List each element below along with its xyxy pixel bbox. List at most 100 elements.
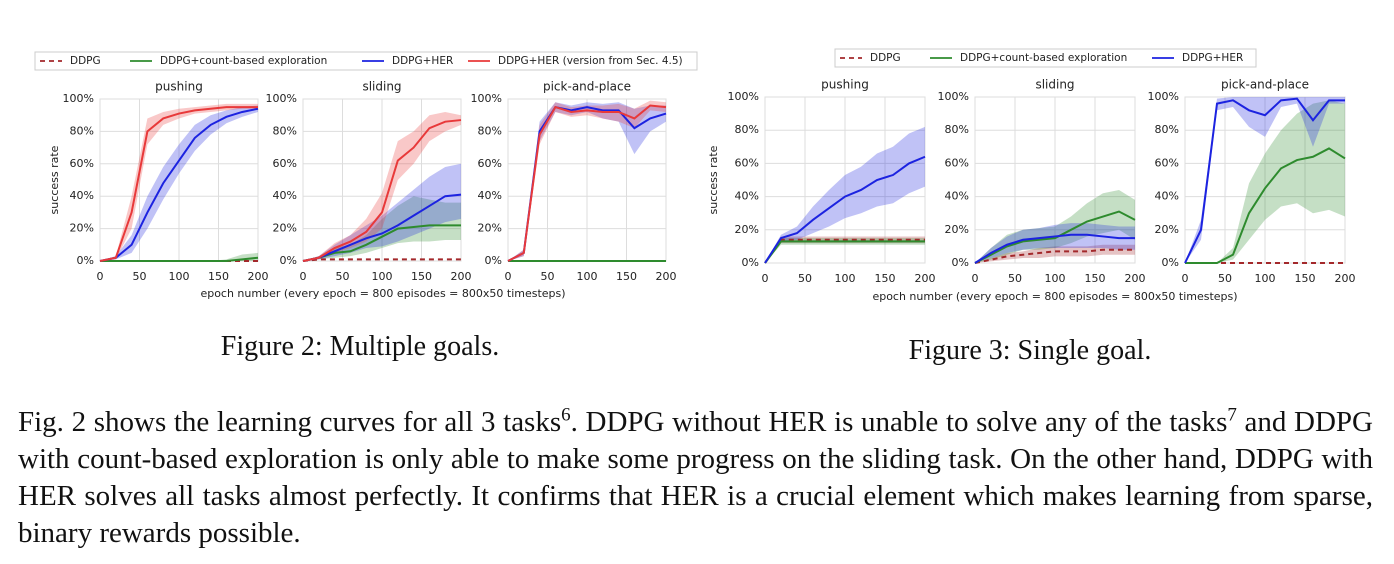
paragraph: Fig. 2 shows the learning curves for all…: [18, 404, 1373, 552]
confidence-band: [1185, 100, 1345, 263]
confidence-band: [303, 163, 461, 261]
confidence-band: [1185, 97, 1345, 263]
series-line: [1184, 97, 1345, 264]
series-line: [764, 155, 926, 264]
y-tick-label: 60%: [70, 157, 94, 170]
x-tick-label: 50: [541, 270, 555, 283]
figures: DDPG DDPG+count-based exploration DDPG+HER…: [34, 48, 1356, 303]
y-tick-label: 0%: [952, 256, 969, 269]
y-tick-label: 100%: [63, 92, 94, 105]
confidence-band: [765, 126, 925, 263]
y-tick-label: 40%: [735, 190, 759, 203]
x-tick-label: 200: [248, 270, 269, 283]
confidence-band: [765, 238, 925, 263]
y-tick-label: 80%: [1155, 123, 1179, 136]
x-tick-label: 200: [1125, 272, 1146, 285]
x-tick-label: 0: [972, 272, 979, 285]
y-axis-label: success rate: [48, 145, 61, 214]
legend-label: DDPG+HER (version from Sec. 4.5): [498, 55, 683, 67]
legend-box: [834, 48, 1257, 68]
y-tick-label: 60%: [945, 156, 969, 169]
y-tick-label: 40%: [1155, 190, 1179, 203]
x-tick-label: 200: [1335, 272, 1356, 285]
x-tick-label: 200: [451, 270, 472, 283]
y-axis-label: success rate: [707, 145, 720, 214]
x-tick-label: 0: [762, 272, 769, 285]
series-line: [974, 233, 1135, 264]
y-tick-label: 0%: [280, 254, 297, 267]
y-tick-label: 0%: [1162, 256, 1179, 269]
series-line: [99, 107, 259, 262]
x-tick-label: 0: [97, 270, 104, 283]
y-tick-label: 60%: [1155, 156, 1179, 169]
confidence-band: [765, 236, 925, 263]
legend-label: DDPG+count-based exploration: [960, 52, 1127, 64]
y-tick-label: 100%: [471, 92, 502, 105]
x-tick-label: 0: [505, 270, 512, 283]
y-tick-label: 40%: [70, 189, 94, 202]
y-tick-label: 0%: [485, 254, 502, 267]
footnote-ref: 7: [1227, 404, 1237, 426]
confidence-band: [975, 244, 1135, 263]
y-tick-label: 20%: [1155, 223, 1179, 236]
series-line: [99, 106, 258, 262]
y-tick-label: 80%: [945, 123, 969, 136]
series-line: [974, 210, 1136, 264]
panel-title: pushing: [155, 80, 203, 94]
y-tick-label: 80%: [478, 124, 502, 137]
x-tick-label: 50: [1218, 272, 1232, 285]
caption: Figure 3: Single goal.: [908, 335, 1152, 366]
y-tick-label: 100%: [938, 90, 969, 103]
y-tick-label: 20%: [478, 222, 502, 235]
confidence-band: [303, 111, 461, 262]
x-tick-label: 150: [208, 270, 229, 283]
series-line: [764, 238, 925, 264]
x-tick-label: 150: [616, 270, 637, 283]
x-tick-label: 200: [656, 270, 677, 283]
confidence-band: [975, 223, 1135, 263]
y-tick-label: 100%: [266, 92, 297, 105]
y-tick-label: 40%: [945, 190, 969, 203]
y-tick-label: 20%: [70, 222, 94, 235]
x-tick-label: 50: [133, 270, 147, 283]
confidence-band: [100, 105, 258, 261]
y-tick-label: 80%: [735, 123, 759, 136]
y-tick-label: 100%: [1148, 90, 1179, 103]
y-tick-label: 80%: [70, 124, 94, 137]
x-axis-label: epoch number (every epoch = 800 episodes…: [872, 290, 1237, 303]
y-tick-label: 20%: [273, 222, 297, 235]
x-tick-label: 150: [411, 270, 432, 283]
x-tick-label: 150: [875, 272, 896, 285]
x-tick-label: 50: [1008, 272, 1022, 285]
series-line: [507, 104, 667, 262]
legend-label: DDPG+count-based exploration: [160, 55, 327, 67]
x-tick-label: 200: [915, 272, 936, 285]
x-tick-label: 50: [336, 270, 350, 283]
panel-title: sliding: [362, 80, 401, 94]
panel-title: pick-and-place: [543, 80, 631, 94]
panel-title: sliding: [1035, 78, 1074, 92]
footnote-ref: 6: [561, 404, 571, 426]
series-line: [764, 240, 925, 264]
caption: Figure 2: Multiple goals.: [220, 331, 500, 362]
y-tick-label: 20%: [945, 223, 969, 236]
x-axis-label: epoch number (every epoch = 800 episodes…: [200, 287, 565, 300]
legend-label: DDPG+HER: [392, 55, 453, 67]
panel-title: pick-and-place: [1221, 78, 1309, 92]
y-tick-label: 20%: [735, 223, 759, 236]
x-tick-label: 150: [1295, 272, 1316, 285]
text: Fig. 2 shows the learning curves for all…: [18, 406, 562, 438]
x-tick-label: 50: [798, 272, 812, 285]
text: and DDPG with count-based exploration is…: [18, 406, 1373, 549]
x-tick-label: 0: [300, 270, 307, 283]
legend-label: DDPG+HER: [1182, 52, 1243, 64]
confidence-band: [303, 196, 461, 261]
x-tick-label: 100: [835, 272, 856, 285]
x-tick-label: 100: [372, 270, 393, 283]
legend-label: DDPG: [870, 52, 901, 64]
y-tick-label: 80%: [273, 124, 297, 137]
x-tick-label: 100: [1255, 272, 1276, 285]
y-tick-label: 60%: [735, 156, 759, 169]
y-tick-label: 60%: [478, 157, 502, 170]
